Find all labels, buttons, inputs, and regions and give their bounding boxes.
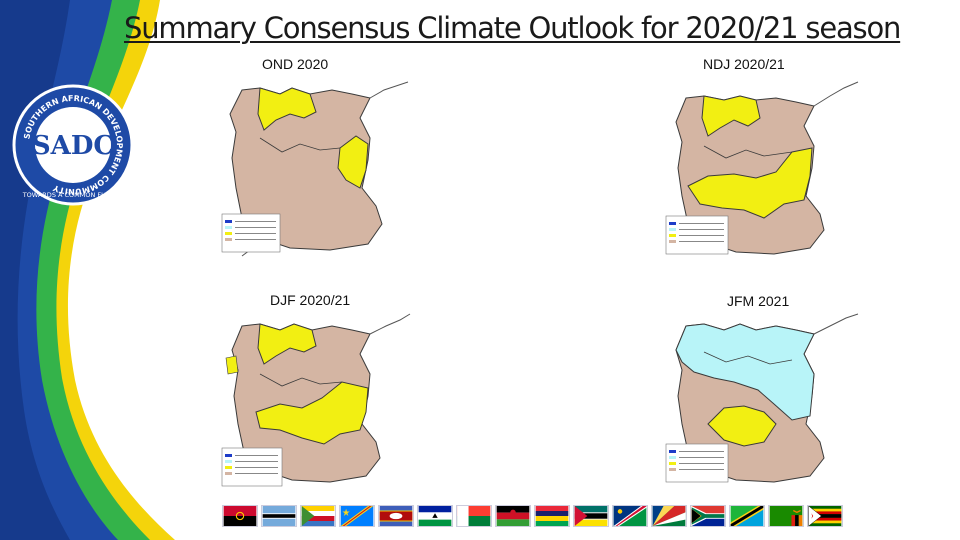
south-africa-flag [690,505,726,527]
lesotho-flag [417,505,453,527]
namibia-flag [612,505,648,527]
map-label-djf: DJF 2020/21 [270,292,351,308]
logo-monogram: SADC [32,131,114,161]
seychelles-flag [651,505,687,527]
map-jfm-2021 [665,313,859,483]
eswatini-flag [378,505,414,527]
mozambique-flag [573,505,609,527]
madagascar-flag [456,505,492,527]
logo-bottom-text: TOWARDS A COMMON FUTURE [22,191,124,199]
drc-flag [339,505,375,527]
sadc-logo: SOUTHERN AFRICAN DEVELOPMENT COMMUNITY T… [12,84,134,206]
map-label-jfm: JFM 2021 [727,293,790,309]
comoros-flag [300,505,336,527]
malawi-flag [495,505,531,527]
slide-title: Summary Consensus Climate Outlook for 20… [124,11,901,45]
map-label-ndj: NDJ 2020/21 [703,56,785,72]
mauritius-flag [534,505,570,527]
map-ond-2020 [221,81,409,257]
map-label-ond: OND 2020 [262,56,329,72]
tanzania-flag [729,505,765,527]
map-djf-2020-21 [221,313,411,487]
zimbabwe-flag [807,505,843,527]
map-ndj-2020-21 [665,81,859,255]
zambia-flag [768,505,804,527]
botswana-flag [261,505,297,527]
angola-flag [222,505,258,527]
member-flags [222,504,957,528]
